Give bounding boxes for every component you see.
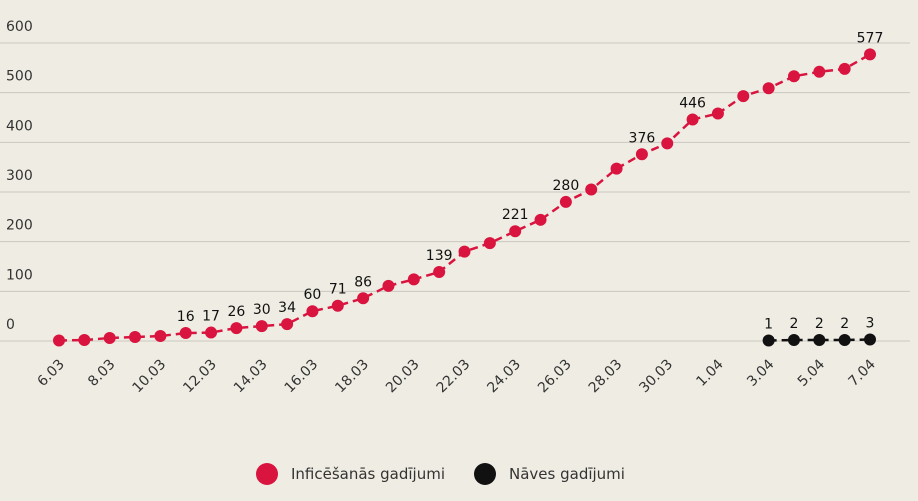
data-point bbox=[205, 326, 218, 339]
data-point bbox=[585, 183, 598, 196]
data-label: 2 bbox=[815, 316, 824, 332]
data-label: 71 bbox=[329, 282, 347, 298]
data-point bbox=[737, 90, 750, 103]
x-tick-label: 10.03 bbox=[130, 357, 170, 397]
data-label: 577 bbox=[857, 30, 884, 46]
data-point bbox=[762, 334, 775, 347]
data-point bbox=[813, 334, 826, 347]
data-point bbox=[382, 279, 395, 292]
data-point bbox=[331, 299, 344, 312]
data-point bbox=[129, 331, 142, 344]
data-point bbox=[78, 334, 91, 347]
y-tick-label: 500 bbox=[6, 69, 33, 85]
data-label: 376 bbox=[629, 130, 656, 146]
legend-label: Nāves gadījumi bbox=[509, 465, 625, 483]
y-tick-label: 600 bbox=[6, 19, 33, 35]
data-point bbox=[864, 48, 876, 61]
data-point bbox=[686, 113, 699, 126]
data-point bbox=[711, 107, 724, 120]
legend-label: Inficēšanās gadījumi bbox=[291, 465, 445, 483]
data-point bbox=[458, 245, 471, 258]
x-tick-label: 7.04 bbox=[845, 356, 878, 389]
data-label: 3 bbox=[866, 316, 875, 332]
y-tick-label: 100 bbox=[6, 267, 33, 283]
data-point bbox=[838, 62, 851, 75]
x-tick-label: 24.03 bbox=[484, 357, 524, 397]
x-tick-label: 20.03 bbox=[383, 357, 423, 397]
data-point bbox=[255, 320, 268, 333]
y-tick-label: 200 bbox=[6, 218, 33, 234]
legend-marker bbox=[474, 463, 496, 485]
x-tick-label: 1.04 bbox=[693, 356, 726, 389]
x-tick-label: 6.03 bbox=[34, 357, 67, 390]
x-tick-label: 3.04 bbox=[744, 356, 777, 389]
data-label: 280 bbox=[553, 178, 580, 194]
data-point bbox=[179, 327, 192, 340]
data-label: 221 bbox=[502, 207, 529, 223]
data-label: 16 bbox=[177, 309, 195, 325]
data-point bbox=[762, 82, 775, 95]
x-tick-label: 28.03 bbox=[586, 357, 626, 397]
data-point bbox=[610, 162, 623, 175]
x-tick-label: 22.03 bbox=[434, 357, 474, 397]
x-tick-label: 16.03 bbox=[282, 357, 322, 397]
data-label: 34 bbox=[278, 300, 296, 316]
data-point bbox=[230, 322, 243, 335]
x-tick-label: 12.03 bbox=[180, 357, 220, 397]
y-tick-label: 400 bbox=[6, 118, 33, 134]
x-tick-label: 18.03 bbox=[332, 357, 372, 397]
data-label: 17 bbox=[202, 309, 220, 325]
data-label: 1 bbox=[764, 317, 773, 333]
data-label: 30 bbox=[253, 302, 271, 318]
data-point bbox=[864, 333, 876, 346]
data-point bbox=[787, 70, 800, 83]
data-point bbox=[838, 334, 851, 347]
data-point bbox=[559, 195, 572, 208]
y-tick-label: 300 bbox=[6, 168, 33, 184]
data-point bbox=[433, 265, 446, 278]
data-point bbox=[787, 334, 800, 347]
data-point bbox=[813, 65, 826, 78]
data-point bbox=[306, 305, 319, 318]
x-tick-label: 30.03 bbox=[636, 357, 676, 397]
x-tick-label: 14.03 bbox=[231, 357, 271, 397]
data-label: 60 bbox=[304, 287, 322, 303]
series-line bbox=[768, 338, 871, 342]
data-point bbox=[103, 332, 116, 345]
data-label: 86 bbox=[354, 274, 372, 290]
data-point bbox=[154, 330, 167, 343]
x-tick-label: 5.04 bbox=[795, 356, 828, 389]
data-label: 2 bbox=[840, 316, 849, 332]
data-point bbox=[483, 237, 496, 250]
data-label: 2 bbox=[790, 316, 799, 332]
x-tick-label: 26.03 bbox=[535, 357, 575, 397]
data-point bbox=[53, 334, 65, 347]
data-point bbox=[509, 225, 522, 238]
data-point bbox=[635, 148, 648, 161]
data-label: 26 bbox=[227, 304, 245, 320]
x-tick-label: 8.03 bbox=[85, 357, 118, 390]
legend-marker bbox=[256, 463, 278, 485]
data-point bbox=[534, 213, 547, 226]
data-point bbox=[407, 273, 420, 286]
data-point bbox=[357, 292, 370, 305]
data-label: 139 bbox=[426, 248, 453, 264]
data-point bbox=[661, 137, 674, 150]
data-label: 446 bbox=[679, 95, 706, 111]
data-point bbox=[281, 318, 294, 331]
y-tick-label: 0 bbox=[6, 317, 15, 333]
